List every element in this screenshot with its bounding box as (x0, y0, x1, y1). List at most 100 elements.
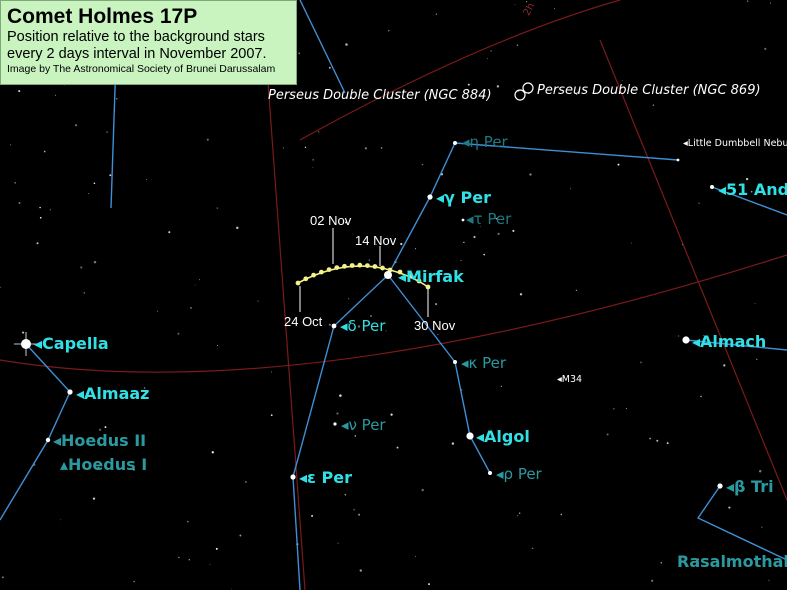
background-star (519, 512, 521, 514)
background-star (364, 147, 367, 150)
background-star (570, 188, 571, 190)
background-star (257, 300, 259, 302)
background-star (88, 193, 90, 195)
star-almach (682, 336, 690, 344)
background-star (363, 91, 366, 94)
grid-line-dec-1 (0, 254, 787, 373)
background-star (526, 1, 528, 3)
star-algol (466, 432, 474, 440)
background-star (317, 130, 320, 133)
label-almach: ◂Almach (692, 332, 767, 351)
background-star (640, 361, 642, 364)
info-line-1: Position relative to the background star… (7, 29, 265, 45)
background-star (49, 209, 52, 211)
arrow-icon: ◂ (692, 332, 701, 351)
background-star (109, 174, 112, 177)
date-pointers (299, 228, 429, 317)
background-star (764, 47, 767, 51)
background-star (345, 221, 347, 224)
background-star (421, 488, 424, 492)
background-star (271, 371, 273, 373)
comet-position-dot (311, 272, 316, 278)
label-beta-tri: ◂β Tri (726, 477, 774, 496)
star-gamma-per (427, 194, 433, 200)
background-star (677, 335, 680, 337)
date-label-02-nov: 02 Nov (310, 213, 352, 228)
perseus-mirfak-delta (292, 274, 389, 590)
background-star (36, 242, 39, 245)
background-star (206, 138, 209, 141)
background-star (369, 314, 373, 318)
arrow-icon: ◂ (496, 465, 504, 483)
background-star (496, 85, 500, 88)
label-ngc-869: Perseus Double Cluster (NGC 869) (537, 83, 761, 98)
background-star (328, 66, 331, 69)
background-star (98, 428, 102, 431)
label-almaaz: ◂Almaaz (76, 384, 150, 403)
ngc-869-icon (522, 82, 534, 94)
background-star (337, 542, 339, 544)
grid-line-ra-2 (599, 39, 787, 501)
background-star (415, 555, 417, 557)
background-star (563, 376, 565, 378)
comet-position-dot (326, 267, 332, 272)
arrow-icon: ◂ (466, 210, 474, 228)
background-star (344, 493, 347, 496)
star-almaaz (67, 389, 73, 395)
star-epsilon-per (290, 474, 296, 480)
background-star (375, 244, 377, 246)
arrow-icon: ◂ (683, 138, 688, 149)
star-mirfak (384, 271, 392, 279)
background-star (656, 439, 659, 442)
arrow-icon: ◂ (557, 374, 562, 385)
background-star (39, 216, 42, 219)
label-nu-per: ◂ν Per (341, 416, 386, 434)
comet-position-dot (416, 278, 422, 284)
triangulum-line (696, 485, 787, 561)
label-eta-per: ◂η Per (462, 133, 508, 151)
background-star (14, 181, 17, 184)
background-star (514, 4, 516, 6)
arrow-icon: ◂ (341, 416, 349, 434)
background-star (209, 563, 211, 565)
andromeda-almach-line (685, 339, 787, 351)
arrow-icon: ◂ (476, 427, 485, 446)
background-star (178, 556, 180, 559)
auriga-capella-line (0, 343, 71, 521)
background-star (746, 0, 749, 2)
comet-position-dot (372, 264, 378, 269)
background-star (74, 124, 78, 127)
comet-position-dot (357, 262, 363, 268)
arrow-icon: ◂ (299, 468, 308, 487)
background-star (144, 387, 146, 389)
background-star (428, 583, 430, 586)
background-star (168, 231, 171, 234)
background-star (97, 466, 100, 470)
background-star (500, 385, 502, 387)
perseus-main-line (387, 274, 491, 474)
background-star (460, 259, 462, 261)
background-star (754, 303, 756, 304)
triangle-icon: ▴ (60, 455, 69, 474)
background-star (211, 451, 214, 454)
background-star (519, 293, 523, 296)
label-rasalmothallah: Rasalmothallah (677, 552, 787, 571)
background-star (106, 131, 108, 133)
label-algol: ◂Algol (476, 427, 530, 446)
grid-line-ra-1 (261, 0, 306, 590)
star-51-and (710, 185, 714, 189)
background-star (190, 306, 192, 309)
background-star (312, 167, 314, 168)
andromeda-line (711, 186, 787, 216)
background-star (282, 147, 285, 149)
info-panel: Comet Holmes 17P Position relative to th… (0, 0, 297, 85)
arrow-icon: ◂ (340, 317, 348, 335)
background-star (104, 426, 107, 429)
background-star (146, 178, 148, 180)
background-star (359, 569, 362, 572)
label-delta-per: ◂δ Per (340, 317, 386, 335)
background-star (473, 235, 476, 239)
background-star (354, 435, 356, 437)
label-tau-per: ◂τ Per (466, 210, 512, 228)
